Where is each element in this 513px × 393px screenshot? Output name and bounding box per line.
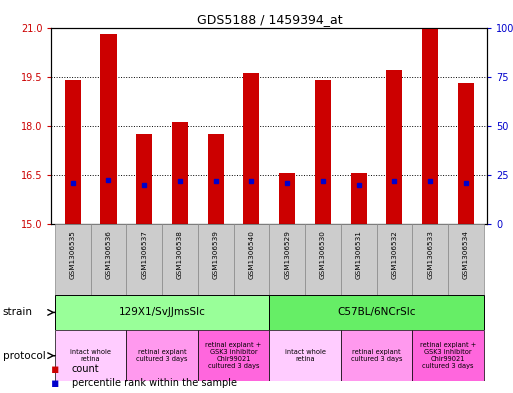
Bar	[233, 224, 269, 295]
Bar	[198, 224, 233, 295]
Text: strain: strain	[3, 307, 32, 318]
Bar	[162, 224, 198, 295]
Text: GSM1306538: GSM1306538	[177, 230, 183, 279]
Text: ▪: ▪	[51, 376, 60, 390]
Bar	[315, 80, 331, 224]
Bar	[91, 224, 126, 295]
Text: ▪: ▪	[51, 363, 60, 376]
Text: GSM1306532: GSM1306532	[391, 230, 398, 279]
Bar	[377, 224, 412, 295]
Text: retinal explant +
GSK3 inhibitor
Chir99021
cultured 3 days: retinal explant + GSK3 inhibitor Chir990…	[206, 342, 262, 369]
Text: GSM1306540: GSM1306540	[248, 230, 254, 279]
Text: intact whole
retina: intact whole retina	[70, 349, 111, 362]
Bar	[55, 330, 126, 381]
Bar	[269, 224, 305, 295]
Text: retinal explant
cultured 3 days: retinal explant cultured 3 days	[136, 349, 188, 362]
Text: GSM1306531: GSM1306531	[356, 230, 362, 279]
Bar	[341, 224, 377, 295]
Bar	[172, 123, 188, 224]
Text: protocol: protocol	[3, 351, 45, 361]
Bar	[412, 330, 484, 381]
Text: retinal explant +
GSK3 inhibitor
Chir99021
cultured 3 days: retinal explant + GSK3 inhibitor Chir990…	[420, 342, 476, 369]
Text: GSM1306529: GSM1306529	[284, 230, 290, 279]
Text: C57BL/6NCrSlc: C57BL/6NCrSlc	[338, 307, 416, 318]
Text: count: count	[72, 364, 100, 375]
Text: retinal explant
cultured 3 days: retinal explant cultured 3 days	[351, 349, 402, 362]
Text: GSM1306537: GSM1306537	[141, 230, 147, 279]
Bar	[208, 134, 224, 224]
Text: GSM1306533: GSM1306533	[427, 230, 433, 279]
Text: 129X1/SvJJmsSlc: 129X1/SvJJmsSlc	[119, 307, 206, 318]
Bar	[126, 224, 162, 295]
Bar	[243, 73, 260, 224]
Bar	[55, 295, 269, 330]
Bar	[386, 70, 403, 224]
Title: GDS5188 / 1459394_at: GDS5188 / 1459394_at	[196, 13, 342, 26]
Bar	[136, 134, 152, 224]
Text: GSM1306530: GSM1306530	[320, 230, 326, 279]
Bar	[55, 224, 91, 295]
Text: GSM1306539: GSM1306539	[213, 230, 219, 279]
Bar	[458, 83, 474, 224]
Bar	[65, 80, 81, 224]
Bar	[198, 330, 269, 381]
Bar	[126, 330, 198, 381]
Bar	[305, 224, 341, 295]
Bar	[422, 29, 438, 224]
Bar	[269, 295, 484, 330]
Bar	[269, 330, 341, 381]
Text: GSM1306534: GSM1306534	[463, 230, 469, 279]
Bar	[448, 224, 484, 295]
Bar	[412, 224, 448, 295]
Text: percentile rank within the sample: percentile rank within the sample	[72, 378, 237, 388]
Text: intact whole
retina: intact whole retina	[285, 349, 326, 362]
Bar	[279, 173, 295, 224]
Text: GSM1306536: GSM1306536	[106, 230, 111, 279]
Text: GSM1306535: GSM1306535	[70, 230, 76, 279]
Bar	[101, 34, 116, 224]
Bar	[341, 330, 412, 381]
Bar	[351, 173, 367, 224]
